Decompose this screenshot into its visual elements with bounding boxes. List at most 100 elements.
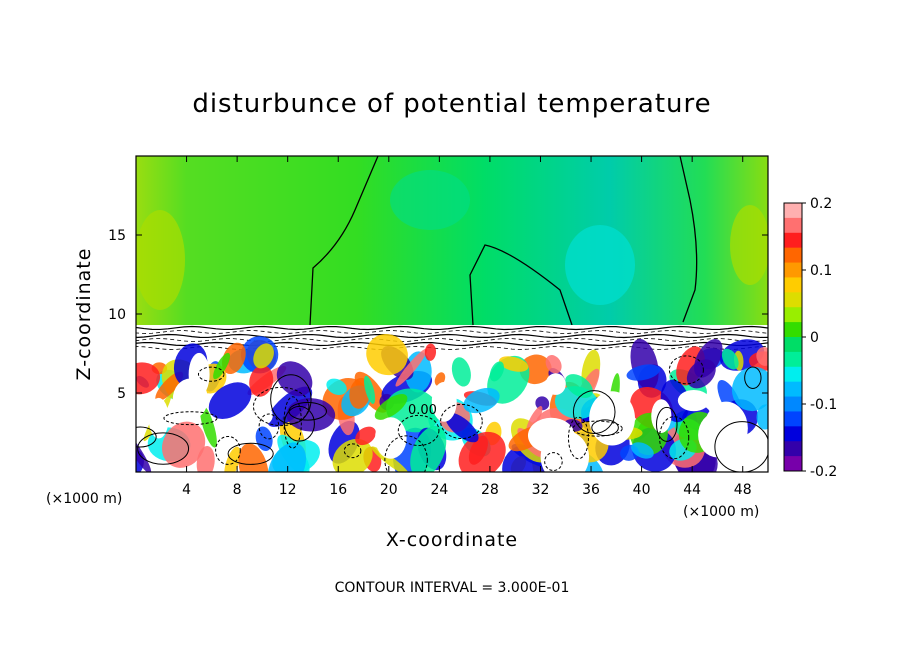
eddy-core [148, 397, 169, 439]
colorbar-segment [784, 262, 802, 278]
contour-loop [270, 374, 312, 425]
colorbar-segment [784, 217, 802, 234]
x-tick-label: 16 [329, 482, 347, 498]
colorbar-segment [784, 381, 802, 398]
contour-loop [343, 443, 362, 459]
turbulence-cell [326, 378, 347, 395]
turbulence-cell [255, 426, 273, 451]
turbulence-cell [721, 348, 739, 370]
eddy-core [172, 378, 208, 420]
y-tick-label: 15 [108, 228, 126, 244]
contour-loop [744, 366, 762, 389]
colorbar-segment [784, 322, 802, 338]
colorbar-tick-label: 0 [810, 330, 819, 346]
x-tick-label: 8 [233, 482, 242, 498]
turbulence-cell [374, 393, 408, 420]
turbulence-cell [136, 430, 152, 472]
colorbar-tick-label: -0.1 [810, 397, 837, 413]
colorbar-segment [784, 277, 802, 293]
colorbar-segment [784, 292, 802, 308]
colorbar-segment [784, 411, 802, 427]
eddy-core [249, 404, 273, 426]
band-contour [136, 330, 768, 334]
contour-loop [288, 402, 328, 421]
turbulence-cell [626, 364, 661, 381]
turbulence-cell [458, 431, 506, 472]
warm-blob [730, 205, 768, 285]
y-tick-label: 10 [108, 307, 126, 323]
cool-blob [390, 170, 470, 230]
x-tick-label: 28 [481, 482, 499, 498]
turbulence-cell [238, 443, 269, 472]
contour-loop [567, 416, 589, 460]
turbulence-cell [756, 404, 768, 430]
turbulence-cell [545, 355, 562, 374]
turbulence-cell [498, 356, 529, 372]
contour-loop [215, 435, 241, 465]
colorbar-tick-label: -0.2 [810, 464, 837, 480]
turbulence-cell [221, 342, 246, 375]
contour-loop [440, 403, 483, 440]
colorbar-segment [784, 456, 802, 472]
cool-blob [565, 225, 635, 305]
turbulence-field [136, 334, 768, 472]
contour-loop [714, 421, 768, 472]
colorbar-segment [784, 426, 802, 442]
turbulence-cell [410, 425, 447, 472]
turbulence-cell [136, 362, 161, 395]
colorbar-segment [784, 203, 802, 219]
x-tick-label: 24 [430, 482, 448, 498]
contour-loop [197, 366, 225, 382]
x-tick-label: 40 [633, 482, 651, 498]
turbulence-cell [445, 412, 479, 443]
contour-loop [659, 416, 690, 460]
x-unit-right: (×1000 m) [683, 504, 759, 520]
band-contour [136, 333, 768, 339]
plot-area: 0.00 [136, 156, 768, 472]
contour-loop [544, 452, 563, 472]
x-axis-label: X-coordinate [386, 529, 518, 551]
contour-loop [252, 386, 310, 427]
colorbar-segment [784, 337, 802, 353]
eddy-core [677, 389, 710, 412]
turbulence-cell [395, 348, 428, 387]
contour-loop [572, 390, 616, 434]
contour-loop [283, 405, 315, 442]
colorbar-segment [784, 232, 802, 249]
contour-line [309, 156, 379, 326]
x-tick-label: 32 [532, 482, 550, 498]
turbulence-cell [208, 382, 252, 419]
warm-blob [136, 210, 185, 310]
colorbar-segment [784, 307, 802, 323]
eddy-core [545, 373, 566, 395]
contour-line [469, 244, 573, 326]
colorbar-tick-label: 0.2 [810, 196, 832, 212]
y-axis-ticks: 5 10 15 [108, 228, 768, 402]
contour-label: 0.00 [408, 403, 437, 418]
x-tick-label: 20 [380, 482, 398, 498]
contour-loop [258, 413, 280, 440]
band-contour [136, 338, 768, 342]
y-axis-label: Z-coordinate [73, 248, 95, 381]
eddy-core [540, 430, 590, 472]
turbulence-cell [355, 426, 376, 446]
eddy-core [375, 417, 407, 459]
turbulence-cell [366, 334, 408, 376]
turbulence-cell [631, 442, 654, 459]
x-tick-label: 4 [182, 482, 191, 498]
eddy-core [431, 381, 457, 422]
colorbar-segment [784, 351, 802, 368]
colorbar-tick-label: 0.1 [810, 263, 832, 279]
x-tick-label: 44 [683, 482, 701, 498]
turbulence-cell [249, 365, 274, 397]
x-tick-label: 12 [279, 482, 297, 498]
contour-loop [656, 406, 678, 442]
turbulence-cell [756, 347, 768, 366]
contour-loop [137, 432, 190, 465]
turbulence-cell [253, 343, 274, 369]
contour-loop [384, 435, 428, 472]
contour-loop [397, 414, 440, 446]
x-tick-label: 48 [734, 482, 752, 498]
colorbar-segment [784, 366, 802, 383]
